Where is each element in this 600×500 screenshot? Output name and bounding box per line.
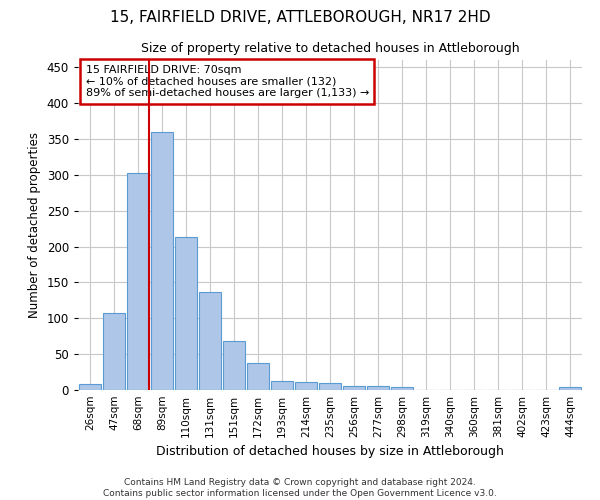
Bar: [295, 382, 317, 390]
Text: 15 FAIRFIELD DRIVE: 70sqm
← 10% of detached houses are smaller (132)
89% of semi: 15 FAIRFIELD DRIVE: 70sqm ← 10% of detac…: [86, 65, 369, 98]
Y-axis label: Number of detached properties: Number of detached properties: [28, 132, 41, 318]
Bar: [391, 387, 413, 390]
Bar: [151, 132, 173, 390]
Bar: [199, 292, 221, 390]
Bar: [247, 362, 269, 390]
Bar: [271, 380, 293, 390]
Text: Contains HM Land Registry data © Crown copyright and database right 2024.
Contai: Contains HM Land Registry data © Crown c…: [103, 478, 497, 498]
Bar: [319, 383, 341, 390]
Text: 15, FAIRFIELD DRIVE, ATTLEBOROUGH, NR17 2HD: 15, FAIRFIELD DRIVE, ATTLEBOROUGH, NR17 …: [110, 10, 490, 25]
Bar: [559, 387, 581, 390]
Bar: [79, 384, 101, 390]
Title: Size of property relative to detached houses in Attleborough: Size of property relative to detached ho…: [140, 42, 520, 54]
Bar: [343, 386, 365, 390]
X-axis label: Distribution of detached houses by size in Attleborough: Distribution of detached houses by size …: [156, 446, 504, 458]
Bar: [223, 340, 245, 390]
Bar: [103, 312, 125, 390]
Bar: [175, 237, 197, 390]
Bar: [367, 386, 389, 390]
Bar: [127, 172, 149, 390]
